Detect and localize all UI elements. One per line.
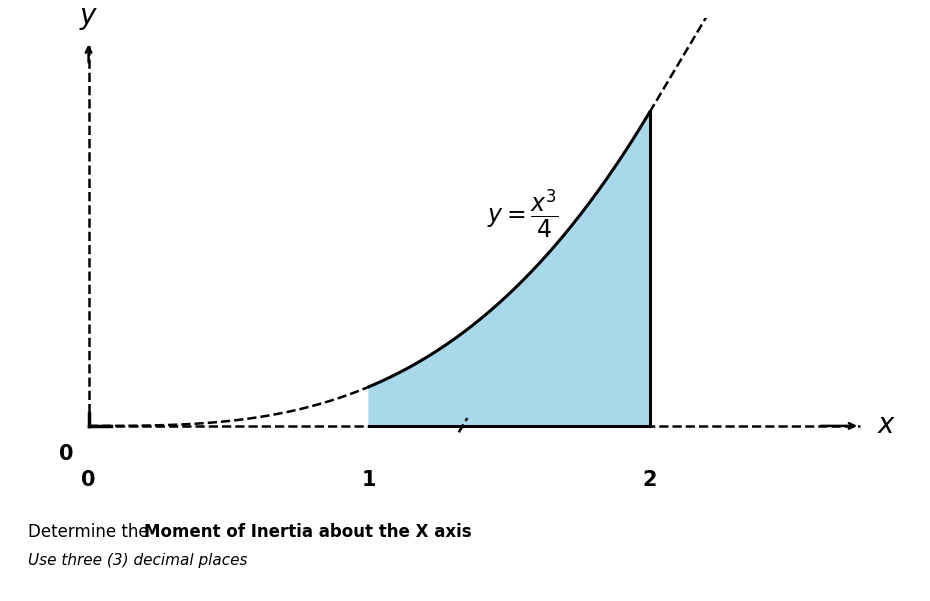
Text: Moment of Inertia about the X axis: Moment of Inertia about the X axis	[144, 523, 472, 541]
Text: Determine the: Determine the	[28, 523, 153, 541]
Text: 0: 0	[59, 444, 73, 464]
Polygon shape	[369, 112, 650, 426]
Text: $y$: $y$	[79, 5, 99, 32]
Text: 0: 0	[81, 470, 96, 490]
Text: 1: 1	[362, 470, 377, 490]
Text: 2: 2	[643, 470, 657, 490]
Text: $y = \dfrac{x^3}{4}$: $y = \dfrac{x^3}{4}$	[487, 188, 559, 240]
Text: Use three (3) decimal places: Use three (3) decimal places	[28, 553, 247, 568]
Text: $x$: $x$	[877, 412, 897, 439]
